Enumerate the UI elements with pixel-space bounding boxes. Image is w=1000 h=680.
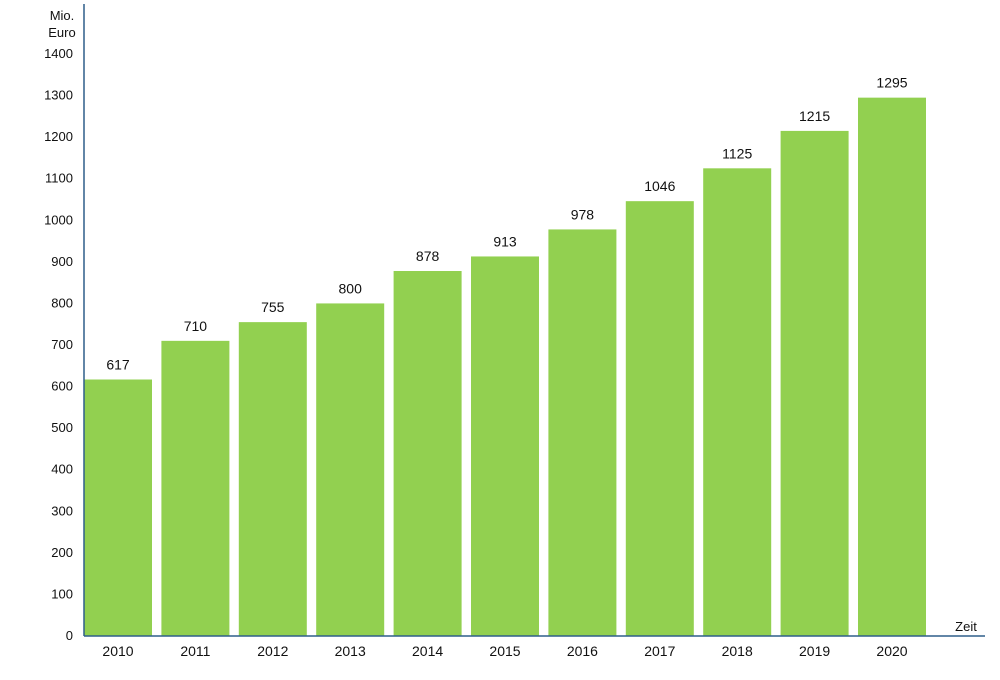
bar-value-label: 978 <box>571 206 595 222</box>
y-tick-label: 300 <box>51 503 73 518</box>
bar-2010 <box>84 379 152 636</box>
category-labels-group: 2010 2011 2012 2013 2014 2015 2016 2017 2018 2019… <box>102 643 907 659</box>
bar-2018 <box>703 168 772 637</box>
y-tick-labels-group: 0 100 200 300 400 500 600 700 800 900 1000 1100 1200… <box>44 46 73 643</box>
bar-value-label: 913 <box>493 233 517 249</box>
bar-value-label: 755 <box>261 299 285 315</box>
bar-2017 <box>625 201 694 637</box>
bar-2020 <box>858 97 926 636</box>
x-tick-label: 2014 <box>412 643 443 659</box>
y-tick-label: 1400 <box>44 46 73 61</box>
x-tick-label: 2020 <box>876 643 907 659</box>
x-tick-label: 2018 <box>722 643 753 659</box>
x-tick-label: 2017 <box>644 643 675 659</box>
bar-value-label: 800 <box>339 280 363 296</box>
y-tick-label: 0 <box>66 628 73 643</box>
bar-value-label: 617 <box>106 357 130 373</box>
bar-value-label: 1125 <box>722 145 752 161</box>
bars-group <box>84 97 926 637</box>
bar-value-label: 1215 <box>799 108 830 124</box>
y-tick-label: 1300 <box>44 88 73 103</box>
bar-value-label: 1295 <box>876 75 907 91</box>
y-tick-label: 600 <box>51 379 73 394</box>
bar-value-label: 1046 <box>644 178 675 194</box>
bar-2012 <box>238 322 307 636</box>
y-tick-label: 900 <box>51 254 73 269</box>
bar-2014 <box>393 271 462 636</box>
y-tick-label: 200 <box>51 545 73 560</box>
bar-2011 <box>161 340 230 636</box>
y-tick-label: 500 <box>51 420 73 435</box>
x-tick-label: 2013 <box>335 643 366 659</box>
bar-value-label: 878 <box>416 248 440 264</box>
y-axis-title-line2: Euro <box>48 25 75 40</box>
y-axis-title-line1: Mio. <box>50 8 75 23</box>
y-tick-label: 400 <box>51 462 73 477</box>
bar-2019 <box>780 130 849 636</box>
bar-2015 <box>471 256 539 636</box>
y-tick-label: 1000 <box>44 212 73 227</box>
value-labels-group: 617 710 755 800 878 913 978 1046 1125 1215 1295 <box>106 75 907 373</box>
y-tick-label: 1200 <box>44 129 73 144</box>
y-tick-label: 800 <box>51 295 73 310</box>
bar-2013 <box>316 303 385 636</box>
x-axis-title: Zeit <box>955 619 977 634</box>
bar-value-label: 710 <box>184 318 208 334</box>
x-tick-label: 2015 <box>489 643 520 659</box>
y-tick-label: 100 <box>51 586 73 601</box>
bar-2016 <box>548 229 617 636</box>
x-tick-label: 2011 <box>180 643 210 659</box>
x-tick-label: 2016 <box>567 643 598 659</box>
x-tick-label: 2010 <box>102 643 133 659</box>
x-tick-label: 2019 <box>799 643 830 659</box>
x-tick-label: 2012 <box>257 643 288 659</box>
y-tick-label: 700 <box>51 337 73 352</box>
y-tick-label: 1100 <box>45 171 73 186</box>
